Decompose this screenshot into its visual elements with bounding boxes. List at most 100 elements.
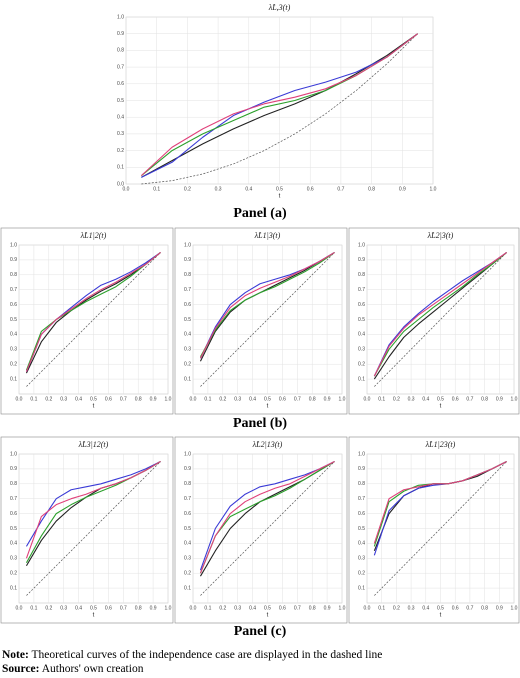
note-label: Note: [2,649,29,661]
x-tick-label: 1.0 [511,396,518,402]
y-tick-label: 0.6 [358,302,365,308]
x-tick-label: 0.0 [123,186,130,192]
x-axis-label: t [93,613,95,619]
x-tick-label: 1.0 [165,396,172,402]
series-line [141,33,418,178]
x-tick-label: 0.0 [16,396,23,402]
x-tick-label: 0.1 [153,186,160,192]
y-tick-label: 0.2 [184,571,191,577]
y-tick-label: 0.3 [184,556,191,562]
x-tick-label: 0.7 [294,605,301,611]
source-text: Authors' own creation [39,663,144,675]
panel-caption: Panel (a) [233,206,287,221]
series-line [373,252,507,377]
x-tick-label: 0.8 [481,396,488,402]
x-tick-label: 0.7 [120,605,127,611]
x-tick-label: 0.9 [324,396,331,402]
y-tick-label: 0.3 [184,347,191,353]
x-tick-label: 0.6 [105,605,112,611]
y-tick-label: 0.6 [184,511,191,517]
x-tick-label: 0.8 [309,605,316,611]
x-tick-label: 0.0 [190,605,197,611]
x-tick-label: 0.6 [279,396,286,402]
x-tick-label: 0.1 [204,396,211,402]
x-tick-label: 0.7 [294,396,301,402]
x-tick-label: 0.4 [75,605,82,611]
x-tick-label: 0.0 [16,605,23,611]
x-tick-label: 0.9 [324,605,331,611]
x-tick-label: 0.4 [422,396,429,402]
x-tick-label: 0.3 [234,605,241,611]
y-tick-label: 1.0 [10,451,17,457]
x-tick-label: 0.2 [393,605,400,611]
series-line [199,460,335,574]
y-tick-label: 0.2 [184,362,191,368]
y-tick-label: 0.1 [10,585,17,591]
y-tick-label: 0.5 [358,317,365,323]
y-tick-label: 0.6 [184,302,191,308]
y-tick-label: 0.4 [10,332,17,338]
y-tick-label: 0.1 [358,585,365,591]
x-tick-label: 1.0 [165,605,172,611]
series-line [25,460,161,547]
y-tick-label: 0.8 [184,272,191,278]
series-line [373,252,507,377]
x-tick-label: 0.4 [245,186,252,192]
source-label: Source: [2,663,40,675]
x-tick-label: 0.4 [422,605,429,611]
chart-title: λ̂L1|2(t) [80,231,107,240]
y-tick-label: 0.1 [184,585,191,591]
chart-title: λ̂L1|23(t) [425,440,456,449]
x-tick-label: 0.7 [337,186,344,192]
x-tick-label: 0.9 [496,396,503,402]
note-text: Theoretical curves of the independence c… [28,649,383,661]
series-line [199,251,335,358]
series-line [25,252,161,372]
x-tick-label: 0.1 [378,605,385,611]
chart-title: λ̂L2|13(t) [252,440,283,449]
y-tick-label: 0.9 [10,257,17,263]
x-axis-label: t [267,613,269,619]
chart-frame [174,227,348,415]
y-tick-label: 0.2 [358,362,365,368]
chart-frame [348,227,520,415]
y-tick-label: 0.5 [184,526,191,532]
y-tick-label: 0.8 [10,272,17,278]
y-tick-label: 0.8 [117,48,124,54]
charts: λ̂L,3(t) 0.0 0.1 0.2 0.3 0.4 0.5 0.6 0.7 0.8 0.9 1.… [0,3,520,624]
x-tick-label: 0.3 [408,605,415,611]
series-line [26,461,161,596]
x-tick-label: 0.8 [481,605,488,611]
x-axis-label: t [93,404,95,410]
y-tick-label: 0.8 [184,481,191,487]
y-tick-label: 0.6 [117,81,124,87]
y-tick-label: 0.3 [10,347,17,353]
y-tick-label: 0.8 [358,481,365,487]
x-tick-label: 0.6 [452,605,459,611]
x-tick-label: 0.3 [215,186,222,192]
y-tick-label: 0.7 [10,287,17,293]
chart-frame [174,436,348,624]
y-tick-label: 0.5 [358,526,365,532]
y-tick-label: 0.5 [10,317,17,323]
y-tick-label: 0.9 [358,466,365,472]
x-tick-label: 0.9 [496,605,503,611]
y-tick-label: 0.6 [10,511,17,517]
chart-frame [0,227,174,415]
x-tick-label: 0.5 [264,605,271,611]
x-tick-label: 0.6 [452,396,459,402]
y-tick-label: 0.1 [10,376,17,382]
chart-frame [348,436,520,624]
series-line [25,460,161,559]
x-axis-label: t [440,613,442,619]
x-tick-label: 0.1 [204,605,211,611]
y-tick-label: 0.4 [358,332,365,338]
y-tick-label: 0.3 [117,131,124,137]
x-tick-label: 0.6 [105,396,112,402]
y-tick-label: 0.3 [358,556,365,562]
y-tick-label: 0.4 [184,541,191,547]
x-tick-label: 0.5 [437,605,444,611]
y-tick-label: 0.7 [10,496,17,502]
y-tick-label: 0.9 [117,31,124,37]
